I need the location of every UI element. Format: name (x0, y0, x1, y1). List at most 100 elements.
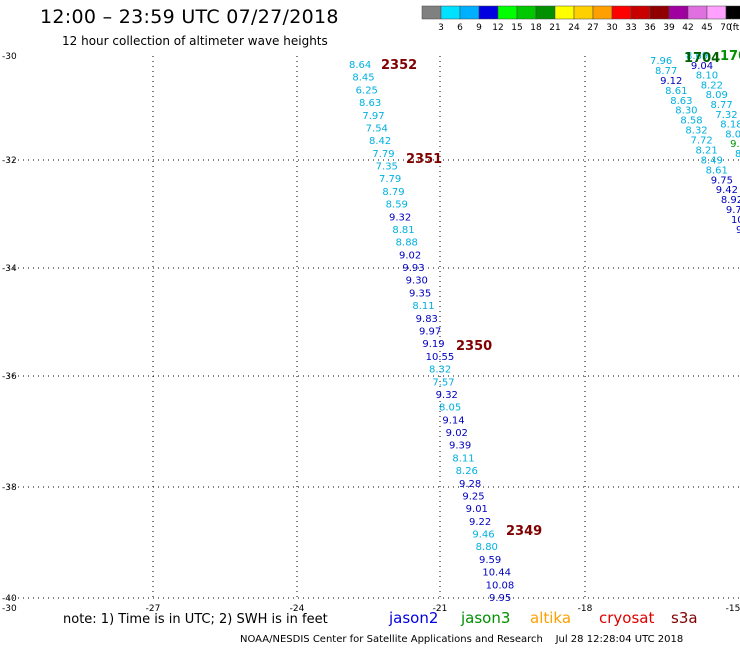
track-a-value: 8.30 (675, 106, 697, 117)
track-main-value: 9.19 (422, 339, 444, 350)
x-tick-label: -24 (290, 604, 305, 614)
legend-label: 30 (606, 23, 618, 33)
page-title: 12:00 – 23:59 UTC 07/27/2018 (40, 6, 339, 28)
track-b-value: 8.09 (706, 90, 728, 101)
pass-label: 2352 (381, 58, 417, 73)
legend-label: 45 (701, 23, 712, 33)
track-b-value: 8.77 (711, 100, 733, 111)
track-b-value: 8 (735, 149, 740, 160)
track-a-value: 8.61 (665, 86, 687, 97)
track-a-value: 10. (731, 215, 740, 226)
map-grid (8, 56, 740, 599)
track-main-value: 9.25 (462, 491, 484, 502)
legend-swatch (725, 5, 740, 20)
track-main-value: 9.14 (442, 415, 464, 426)
track-main-value: 10.55 (426, 352, 455, 363)
pass-label: 2351 (406, 152, 442, 167)
legend-label: 36 (644, 23, 656, 33)
track-main-value: 10.44 (482, 568, 511, 579)
satellite-jason3: jason3 (461, 609, 511, 627)
track-main-value: 9.22 (469, 517, 491, 528)
track-main-value: 9.28 (459, 479, 481, 490)
track-main-value: 7.35 (376, 162, 398, 173)
x-tick-label: -18 (578, 604, 593, 614)
track-a-value: 8.49 (701, 155, 723, 166)
legend-swatch (687, 5, 708, 20)
y-tick-label: -30 (2, 52, 17, 62)
track-b-value: 7.32 (715, 110, 737, 121)
legend-label: 15 (511, 23, 522, 33)
track-b-value: 8.22 (701, 80, 723, 91)
pass-label: 170 (720, 49, 740, 64)
legend-swatch (535, 5, 556, 20)
track-main-value: 9.97 (419, 327, 441, 338)
track-b-value: 8.18 (720, 120, 740, 131)
track-main-value: 9.01 (466, 504, 488, 515)
legend-swatch (630, 5, 651, 20)
pass-label: 2349 (506, 524, 542, 539)
legend-label: 3 (438, 23, 444, 33)
track-main-value: 8.63 (359, 98, 381, 109)
legend-label: 24 (568, 23, 580, 33)
track-main-value: 8.59 (386, 200, 408, 211)
track-b-value: 8.0 (725, 129, 740, 140)
legend-swatch (421, 5, 442, 20)
pass-label: 2350 (456, 339, 492, 354)
track-b-value: 8.69 (686, 51, 708, 62)
track-main-value: 9.30 (406, 276, 428, 287)
satellite-tracks: 8.648.456.258.637.977.548.427.797.357.79… (349, 51, 740, 604)
track-a-value: 9 (736, 225, 740, 236)
pass-labels: 2352 2351 2350 2349 1704170 (381, 49, 740, 539)
track-main-value: 9.39 (449, 441, 471, 452)
track-a-value: 8.32 (685, 126, 707, 137)
axis-ticks: -27 -24 -21 -18 -15-30-32-34-36-38-40-30 (2, 52, 740, 614)
track-main-value: 10.08 (486, 580, 515, 591)
legend-label: 9 (476, 23, 482, 33)
page-subtitle: 12 hour collection of altimeter wave hei… (62, 34, 328, 48)
legend-label: 33 (625, 23, 636, 33)
track-a-value: 8.77 (655, 66, 677, 77)
track-a-value: 9.42 (716, 185, 738, 196)
y-tick-label: -36 (2, 372, 17, 382)
track-main-value: 8.32 (429, 365, 451, 376)
legend-swatch (478, 5, 499, 20)
satellite-cryosat: cryosat (599, 609, 655, 627)
track-a-value: 8.63 (670, 96, 692, 107)
track-main-value: 9.93 (402, 263, 424, 274)
track-a-value: 8.92 (721, 195, 740, 206)
track-main-value: 8.26 (456, 466, 478, 477)
y-tick-label: -38 (2, 483, 17, 493)
track-main-value: 9.32 (389, 212, 411, 223)
track-main-value: 8.11 (452, 453, 474, 464)
track-main-value: 9.59 (479, 555, 501, 566)
track-a-value: 9.75 (711, 175, 733, 186)
legend-label: 39 (663, 23, 675, 33)
pass-label: 1704 (684, 51, 720, 66)
legend-swatch (668, 5, 689, 20)
legend-swatch (706, 5, 727, 20)
legend-swatch (554, 5, 575, 20)
credit-line: NOAA/NESDIS Center for Satellite Applica… (240, 634, 684, 645)
track-a-value: 7.96 (650, 56, 672, 67)
legend-swatch (649, 5, 670, 20)
legend-swatch (440, 5, 461, 20)
legend-label: 42 (682, 23, 693, 33)
track-main-value: 9.32 (436, 390, 458, 401)
track-main-value: 9.02 (399, 250, 421, 261)
satellite-s3a: s3a (671, 609, 698, 627)
track-main-value: 8.45 (352, 73, 374, 84)
legend-label: 6 (457, 23, 463, 33)
track-main-value: 9.46 (472, 530, 494, 541)
legend-label: (ft) (729, 23, 740, 33)
legend-swatch (459, 5, 480, 20)
track-main-value: 8.81 (392, 225, 414, 236)
track-main-value: 8.80 (476, 542, 498, 553)
legend-label: 70 (720, 23, 732, 33)
x-tick-label: -27 (146, 604, 161, 614)
corner-tick-label: -30 (2, 604, 17, 614)
x-tick-label: -21 (433, 604, 448, 614)
y-tick-label: -34 (2, 264, 17, 274)
track-main-value: 8.79 (382, 187, 404, 198)
track-main-value: 9.83 (416, 314, 438, 325)
